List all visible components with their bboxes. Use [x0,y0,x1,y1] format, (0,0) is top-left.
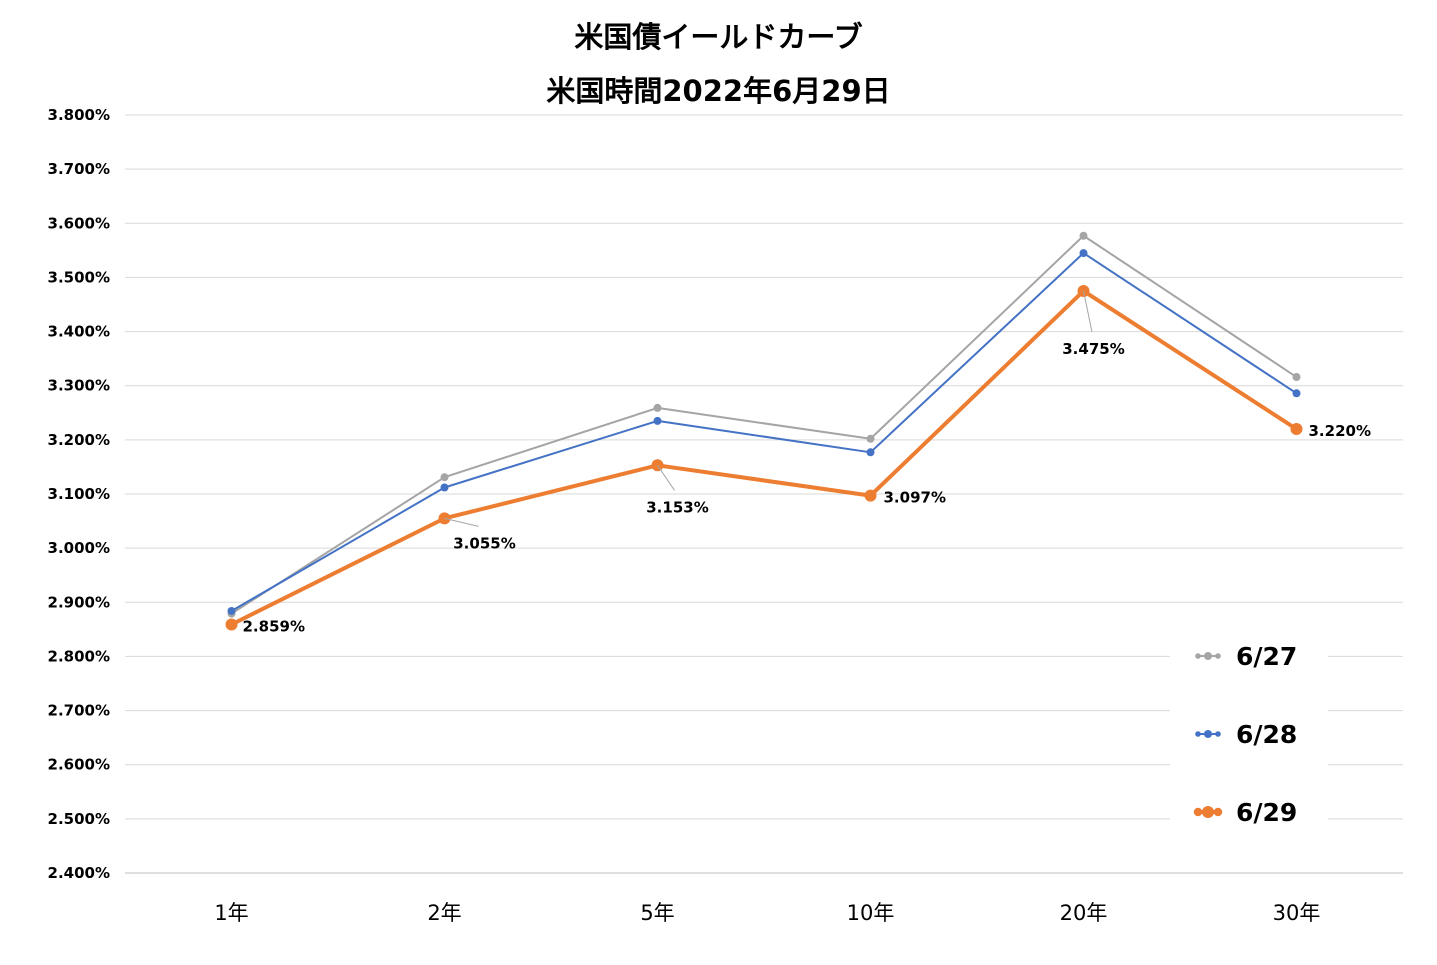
legend-label: 6/27 [1236,642,1297,671]
y-tick-label: 3.100% [48,485,110,503]
y-tick-label: 2.900% [48,593,110,611]
data-point [1292,373,1301,382]
y-tick-label: 3.800% [48,106,110,124]
y-tick-label: 3.700% [48,160,110,178]
y-tick-label: 3.500% [48,268,110,286]
series-line [230,288,1298,627]
y-tick-label: 3.400% [48,323,110,341]
data-label: 3.220% [1309,422,1371,440]
x-tick-label: 20年 [1060,901,1108,925]
legend-marker [1195,653,1201,659]
data-point [225,618,238,631]
data-label: 3.097% [884,489,946,507]
data-label: 3.153% [646,498,708,516]
data-label: 3.055% [453,534,515,552]
legend-label: 6/29 [1236,798,1297,827]
y-tick-label: 3.200% [48,431,110,449]
data-point [1079,231,1088,240]
undefined [657,465,675,491]
data-point [864,489,877,502]
data-point [653,403,662,412]
axes: 3.800% 3.700% 3.600% 3.500% 3.400% 3.300% 3.20… [48,106,1321,925]
x-tick-label: 2年 [427,901,461,925]
legend-marker [1215,653,1221,659]
legend-marker [1202,806,1214,818]
y-tick-label: 2.700% [48,702,110,720]
data-label: 3.475% [1062,340,1124,358]
data-point [653,416,662,425]
data-point [866,434,875,443]
y-tick-label: 3.600% [48,214,110,232]
undefined [1083,290,1093,333]
data-point [866,448,875,457]
legend-marker [1204,652,1212,660]
legend-marker [1204,730,1212,738]
legend: 6/27 6/28 6/29 [1193,642,1297,827]
data-label: 2.859% [243,617,305,635]
data-point [1079,249,1088,258]
y-tick-label: 3.300% [48,377,110,395]
data-point [1290,423,1303,436]
legend-label: 6/28 [1236,720,1297,749]
y-tick-label: 2.800% [48,647,110,665]
data-labels: 2.859% 3.055% 3.153% 3.097% 3.475% 3.220% [243,290,1371,635]
series-layer [225,231,1303,631]
series-line [230,234,1298,615]
y-tick-label: 3.000% [48,539,110,557]
legend-marker [1213,807,1223,817]
x-tick-label: 10年 [847,901,895,925]
x-tick-label: 1年 [214,901,248,925]
data-point [227,606,236,615]
chart-subtitle: 米国時間2022年6月29日 [546,74,891,108]
y-tick-label: 2.500% [48,810,110,828]
x-tick-label: 5年 [640,901,674,925]
data-point [1292,389,1301,398]
data-point [440,483,449,492]
legend-marker [1215,731,1221,737]
legend-marker [1195,731,1201,737]
x-tick-label: 30年 [1273,901,1321,925]
legend-marker [1193,807,1203,817]
y-tick-label: 2.400% [48,864,110,882]
y-tick-label: 2.600% [48,756,110,774]
undefined [444,517,479,527]
series-line [230,252,1298,612]
gridlines [125,114,1403,874]
data-point [440,473,449,482]
chart-title: 米国債イールドカーブ [574,20,863,54]
